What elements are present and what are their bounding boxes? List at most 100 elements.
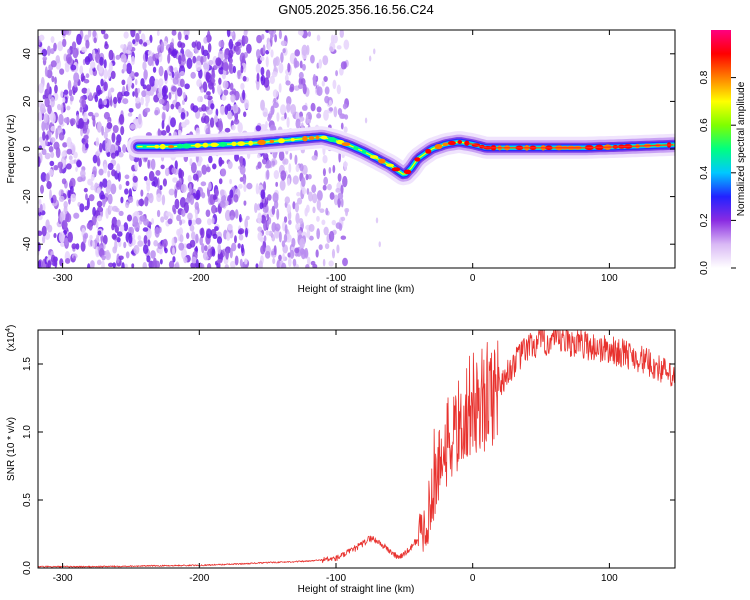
- spectrogram-cell: [134, 161, 138, 171]
- spectrogram-cell: [40, 171, 47, 183]
- spectrogram-cell: [309, 235, 314, 241]
- spectrogram-cell: [235, 41, 242, 47]
- spectrogram-cell: [135, 32, 140, 43]
- spectrogram-cell: [80, 127, 84, 137]
- spectrogram-cell: [227, 223, 233, 231]
- spectrogram-cell: [197, 95, 203, 103]
- spectrogram-hotspot: [361, 149, 367, 154]
- spectrogram-cell: [89, 61, 96, 69]
- spectrogram-cell: [171, 71, 175, 79]
- spectrogram-cell: [239, 52, 246, 64]
- spectrogram-cell: [67, 79, 72, 91]
- spectrogram-cell: [328, 166, 332, 174]
- spectrogram-cell: [243, 99, 250, 110]
- spectrogram-cell: [181, 100, 185, 105]
- spectrogram-cell: [272, 101, 279, 109]
- spectrogram-cell: [272, 192, 279, 203]
- spectrogram-cell: [62, 142, 68, 148]
- spectrogram-cell: [234, 209, 239, 219]
- spectrogram-cell: [271, 205, 276, 215]
- spectrogram-cell: [316, 190, 323, 201]
- spectrogram-cell: [278, 254, 282, 262]
- spectrogram-cell: [40, 203, 43, 213]
- spectrogram-cell: [278, 62, 284, 74]
- spectrogram-cell: [92, 240, 95, 249]
- spectrogram-cell: [192, 173, 199, 181]
- spectrogram-cell: [42, 235, 46, 244]
- spectrogram-cell: [271, 250, 275, 256]
- spectrogram-cell: [238, 228, 245, 235]
- spectrogram-cell: [260, 189, 266, 200]
- spectrogram-cell: [311, 155, 318, 161]
- spectrogram-cell: [46, 45, 51, 57]
- spectrogram-cell: [265, 49, 270, 55]
- x-tick-label: -300: [53, 273, 73, 284]
- spectrogram-cell: [175, 261, 180, 268]
- spectrogram-cell: [127, 82, 131, 92]
- colorbar-tick-label: 0.6: [699, 118, 710, 132]
- spectrogram-cell: [103, 99, 108, 106]
- spectrogram-cell: [364, 117, 368, 124]
- spectrogram-cell: [280, 40, 287, 47]
- spectrogram-cell: [138, 113, 142, 125]
- spectrogram-cell: [294, 154, 298, 165]
- spectrogram-cell: [289, 152, 293, 160]
- spectrogram-cell: [206, 218, 212, 226]
- spectrogram-cell: [184, 119, 190, 126]
- spectrogram-cell: [85, 193, 88, 201]
- spectrogram-cell: [98, 63, 104, 74]
- spectrogram-cell: [156, 193, 162, 203]
- spectrogram-cell: [157, 128, 161, 137]
- spectrogram-cell: [201, 164, 207, 175]
- spectrogram-cell: [215, 57, 222, 67]
- spectrogram-cell: [42, 131, 46, 141]
- spectrogram-cell: [111, 233, 117, 240]
- spectrogram-cell: [118, 210, 124, 216]
- spectrogram-cell: [260, 66, 265, 76]
- spectrogram-cell: [93, 37, 97, 44]
- spectrogram-cell: [72, 90, 76, 96]
- spectrogram-cell: [99, 56, 104, 66]
- spectrogram-cell: [92, 206, 96, 217]
- spectrogram-cell: [297, 83, 304, 90]
- spectrogram-cell: [125, 180, 130, 187]
- spectrogram-cell: [283, 158, 289, 165]
- spectrogram-cell: [60, 103, 64, 115]
- spectrogram-cell: [65, 53, 72, 64]
- spectrogram-cell: [69, 177, 76, 188]
- spectrogram-hotspot: [442, 142, 449, 146]
- spectrogram-cell: [291, 237, 296, 248]
- spectrogram-cell: [255, 263, 259, 268]
- spectrogram-cell: [122, 144, 127, 153]
- spectrogram-cell: [124, 174, 130, 180]
- spectrogram-cell: [310, 54, 315, 64]
- spectrogram-cell: [311, 193, 318, 204]
- spectrogram-cell: [70, 193, 77, 203]
- spectrogram-cell: [73, 79, 78, 88]
- spectrogram-hotspot: [154, 144, 160, 149]
- spectrogram-cell: [270, 32, 274, 41]
- spectrogram-cell: [165, 211, 172, 217]
- spectrogram-cell: [208, 59, 214, 66]
- spectrogram-cell: [212, 233, 218, 239]
- spectrogram-cell: [120, 125, 125, 136]
- spectrogram-cell: [191, 219, 197, 226]
- spectrogram-cell: [111, 132, 116, 143]
- spectrogram-cell: [267, 41, 271, 52]
- spectrogram-cell: [217, 86, 222, 96]
- spectrogram-cell: [208, 155, 213, 164]
- spectrogram-cell: [340, 122, 344, 130]
- spectrogram-cell: [271, 234, 276, 242]
- spectrogram-cell: [41, 48, 48, 57]
- spectrogram-hotspot: [218, 141, 228, 147]
- spectrogram-cell: [198, 263, 205, 268]
- spectrogram-cell: [205, 72, 212, 83]
- spectrogram-cell: [38, 82, 44, 94]
- spectrogram-cell: [246, 182, 253, 190]
- spectrogram-cell: [274, 229, 280, 239]
- spectrogram-cell: [180, 111, 186, 120]
- spectrogram-cell: [85, 73, 90, 79]
- spectrogram-cell: [38, 198, 42, 206]
- spectrogram-cell: [225, 248, 229, 260]
